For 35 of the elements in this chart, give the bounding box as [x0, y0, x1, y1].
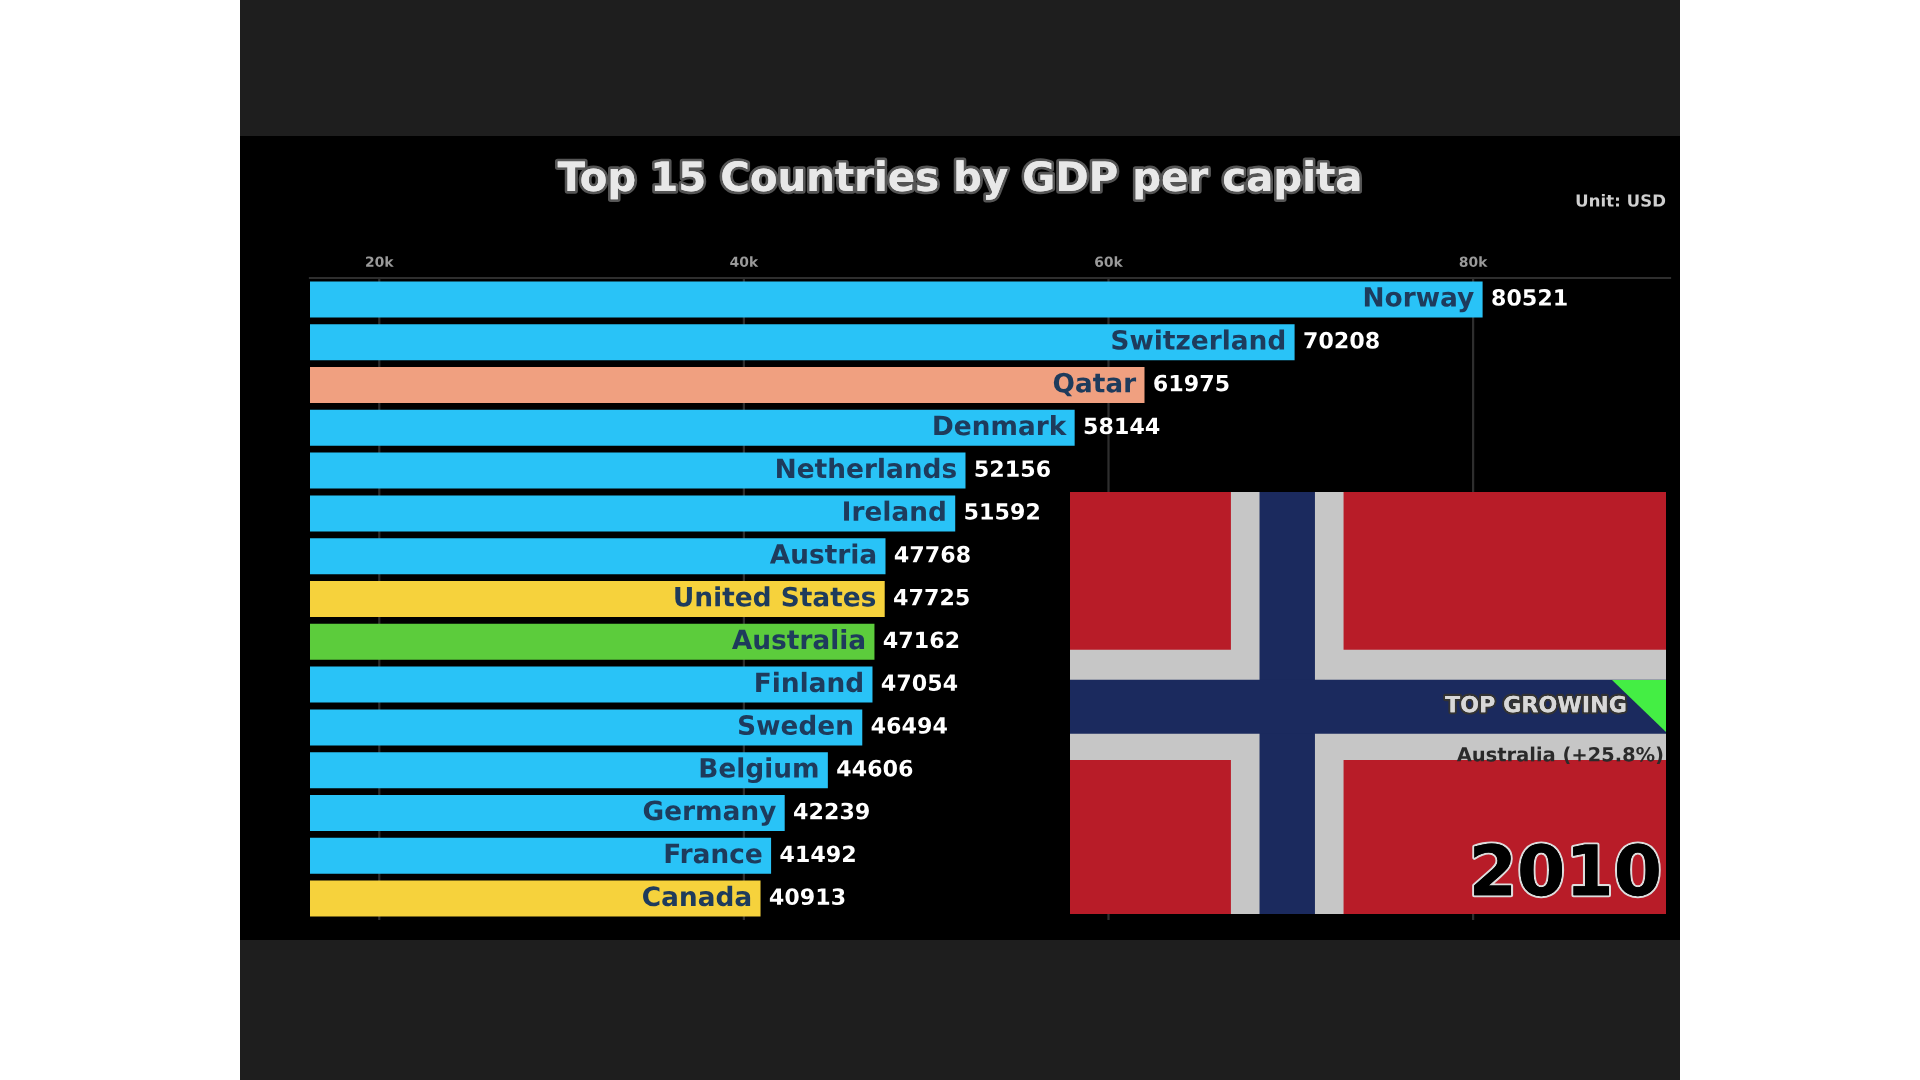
y-tick-label: Finland — [756, 671, 862, 693]
y-tick-label: Qatar — [1053, 372, 1137, 397]
y-tick-label: Belgium — [700, 757, 818, 784]
data-label: 58144 — [1084, 417, 1160, 435]
annotation: TOP GROWING — [1445, 695, 1626, 713]
y-tick-label: Austria — [769, 543, 876, 564]
y-tick-label: Ireland — [844, 500, 945, 522]
data-label: 47054 — [881, 674, 958, 692]
data-label: 40913 — [769, 888, 845, 906]
y-tick-label: Norway — [1364, 287, 1474, 313]
y-tick-label: United States — [675, 586, 876, 607]
data-label: 47162 — [883, 631, 959, 649]
data-label: 70208 — [1304, 331, 1379, 349]
y-tick-label: France — [665, 843, 762, 864]
text: Unit: USD — [1576, 193, 1666, 207]
chart-title: Top 15 Countries by GDP per capita — [557, 160, 1360, 200]
y-tick-label: Germany — [643, 800, 776, 826]
y-tick-label: Netherlands — [777, 457, 956, 479]
data-label: 52156 — [975, 460, 1050, 478]
data-label: 80521 — [1492, 289, 1567, 306]
data-label: 46494 — [871, 717, 947, 734]
data-label: 61975 — [1154, 374, 1229, 392]
data-label: 41492 — [780, 845, 855, 863]
y-tick-label: Switzerland — [1112, 329, 1285, 350]
y-tick-label: Canada — [643, 885, 751, 907]
annotation: Australia (+25.8%) — [1456, 746, 1663, 764]
data-label: 44606 — [837, 759, 913, 777]
data-label: 47768 — [894, 545, 970, 563]
y-tick-label: Sweden — [738, 714, 852, 736]
annotation: 2010 — [1474, 843, 1659, 897]
y-tick-label: Australia — [732, 629, 865, 650]
y-tick-label: Denmark — [934, 415, 1067, 436]
data-label: 51592 — [965, 503, 1039, 520]
data-label: 42239 — [794, 802, 869, 820]
data-label: 47725 — [894, 588, 969, 606]
